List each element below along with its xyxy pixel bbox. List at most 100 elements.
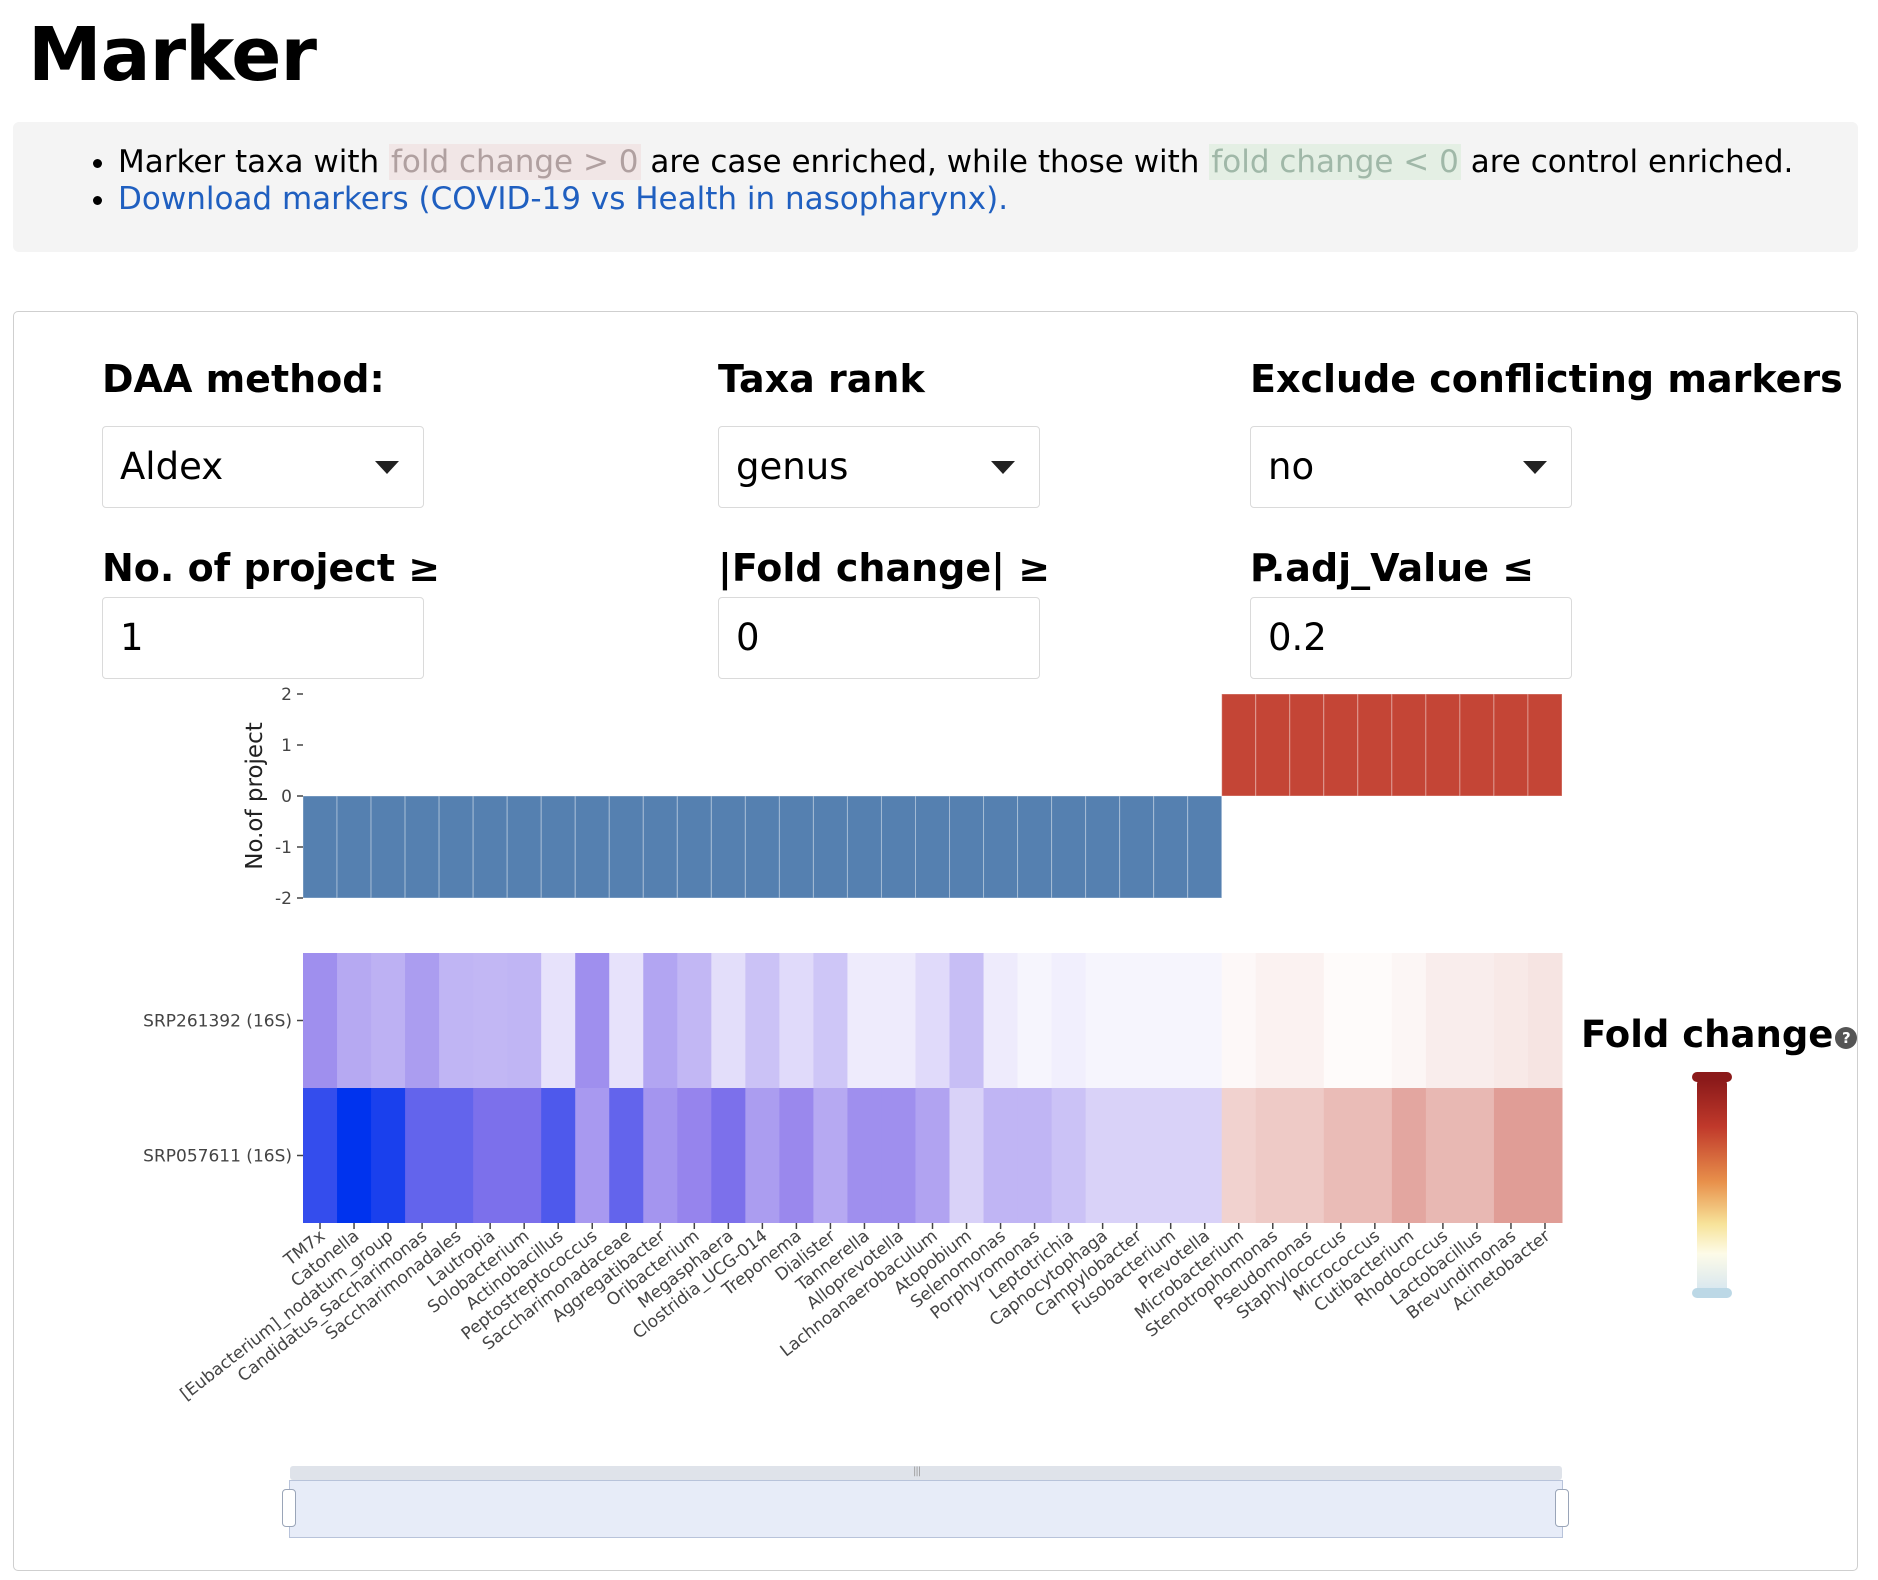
y-tick-label: -2: [275, 889, 292, 909]
bar: [1119, 795, 1155, 899]
range-slider-window[interactable]: [289, 1480, 1563, 1538]
heatmap-cell: [1119, 1088, 1155, 1223]
range-slider-left-handle[interactable]: [282, 1489, 296, 1527]
heatmap-cell: [949, 1088, 985, 1223]
chevron-down-icon: [1523, 461, 1547, 474]
y-tick-label: 1: [281, 736, 292, 756]
fold-change-input[interactable]: 0: [718, 597, 1040, 679]
info-text-2: are case enriched, while those with: [650, 144, 1200, 180]
taxa-rank-select[interactable]: genus: [718, 426, 1040, 508]
bar: [506, 795, 542, 899]
colorbar-handle-bottom[interactable]: [1692, 1288, 1732, 1298]
range-slider-right-handle[interactable]: [1555, 1489, 1569, 1527]
heatmap-cell: [1357, 1088, 1393, 1223]
heatmap-cell: [1017, 953, 1053, 1088]
heatmap-cell: [1459, 953, 1495, 1088]
bar: [676, 795, 712, 899]
heatmap-cell: [1051, 1088, 1087, 1223]
fold-change-negative-tag: fold change < 0: [1209, 144, 1461, 180]
y-axis-label: No.of project: [242, 722, 268, 870]
bar: [880, 795, 916, 899]
daa-method-select[interactable]: Aldex: [102, 426, 424, 508]
heatmap-cell: [1187, 953, 1223, 1088]
daa-method-value: Aldex: [120, 445, 224, 488]
heatmap-cell: [405, 953, 440, 1088]
bar: [1085, 795, 1121, 899]
bar: [778, 795, 814, 899]
heatmap-cell: [1221, 953, 1257, 1088]
download-markers-link[interactable]: Download markers (COVID-19 vs Health in …: [118, 181, 1009, 217]
heatmap-cell: [439, 1088, 474, 1223]
range-slider-track[interactable]: [290, 1466, 1562, 1480]
heatmap-cell: [643, 953, 678, 1088]
fold-change-positive-tag: fold change > 0: [388, 144, 641, 180]
heatmap-cell: [575, 953, 610, 1088]
heatmap-cell: [677, 953, 712, 1088]
heatmap-cell: [1153, 953, 1189, 1088]
heatmap-cell: [1527, 1088, 1563, 1223]
info-box: Marker taxa with fold change > 0 are cas…: [13, 122, 1858, 252]
heatmap-cell: [915, 1088, 951, 1223]
bar: [1391, 693, 1427, 797]
heatmap-cell: [1459, 1088, 1495, 1223]
info-text-1: Marker taxa with: [118, 144, 380, 180]
heatmap-cell: [1527, 953, 1563, 1088]
heatmap-cell: [1391, 1088, 1427, 1223]
heatmap-cell: [1323, 1088, 1359, 1223]
heatmap-row-label: SRP057611 (16S): [143, 1147, 292, 1167]
fold-change-legend-title: Fold change?: [1581, 1013, 1858, 1056]
colorbar-handle-top[interactable]: [1692, 1072, 1732, 1082]
heatmap-cell: [1425, 1088, 1461, 1223]
info-item-download: Download markers (COVID-19 vs Health in …: [118, 181, 1793, 218]
padj-label: P.adj_Value ≤: [1250, 546, 1535, 590]
heatmap-cell: [609, 953, 644, 1088]
bar: [370, 795, 406, 899]
info-item-enrichment: Marker taxa with fold change > 0 are cas…: [118, 144, 1793, 181]
heatmap-cell: [1289, 953, 1325, 1088]
exclude-conflicting-select[interactable]: no: [1250, 426, 1572, 508]
heatmap-cell: [711, 953, 746, 1088]
bar: [1459, 693, 1495, 797]
exclude-conflicting-value: no: [1268, 445, 1315, 488]
heatmap-cell: [575, 1088, 610, 1223]
heatmap-cell: [507, 1088, 542, 1223]
marker-panel: [13, 311, 1858, 1571]
bar: [1051, 795, 1087, 899]
taxa-rank-label: Taxa rank: [718, 357, 925, 401]
bar: [710, 795, 746, 899]
heatmap-cell: [779, 1088, 814, 1223]
help-icon[interactable]: ?: [1835, 1027, 1858, 1049]
bar: [1323, 693, 1359, 797]
heatmap-cell: [813, 1088, 848, 1223]
heatmap-cell: [1085, 1088, 1121, 1223]
legend-title-text: Fold change: [1581, 1013, 1834, 1056]
bar: [642, 795, 678, 899]
bar: [404, 795, 440, 899]
heatmap-cell: [303, 953, 338, 1088]
bar: [608, 795, 644, 899]
bar: [846, 795, 882, 899]
heatmap-cell: [439, 953, 474, 1088]
num-project-input[interactable]: 1: [102, 597, 424, 679]
heatmap-cell: [881, 1088, 916, 1223]
bar: [1289, 693, 1325, 797]
heatmap-cell: [983, 953, 1019, 1088]
bar: [1255, 693, 1291, 797]
bar: [1425, 693, 1461, 797]
heatmap-cell: [1493, 953, 1529, 1088]
heatmap-cell: [337, 953, 372, 1088]
heatmap-cell: [1119, 953, 1155, 1088]
heatmap-cell: [1051, 953, 1087, 1088]
bar: [302, 795, 338, 899]
bar: [1527, 693, 1563, 797]
chevron-down-icon: [991, 461, 1015, 474]
heatmap-cell: [507, 953, 542, 1088]
heatmap-cell: [1255, 953, 1291, 1088]
slider-grip-icon[interactable]: |||: [913, 1466, 921, 1477]
heatmap-cell: [847, 953, 882, 1088]
padj-input[interactable]: 0.2: [1250, 597, 1572, 679]
heatmap-cell: [1391, 953, 1427, 1088]
heatmap-cell: [541, 953, 576, 1088]
heatmap-cell: [677, 1088, 712, 1223]
